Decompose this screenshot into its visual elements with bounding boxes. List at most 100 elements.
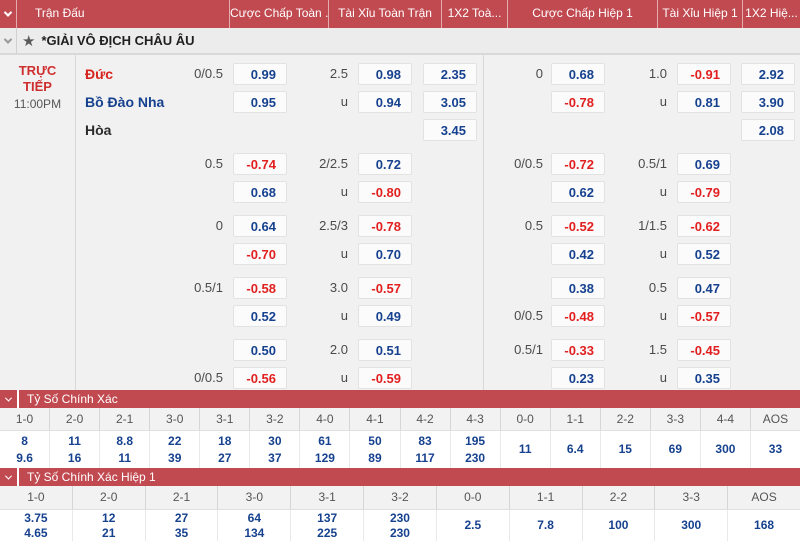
- odds-button-ft-handicap[interactable]: 0.68: [233, 181, 287, 203]
- league-row: ★ *GIẢI VÔ ĐỊCH CHÂU ÂU: [0, 28, 800, 55]
- odds-button-ft-over-under[interactable]: 0.51: [358, 339, 412, 361]
- odds-button-ft-1x2: [423, 277, 477, 299]
- handicap-line-ft: 0.5/1: [194, 280, 223, 295]
- score-odds-button[interactable]: 8 9.6: [0, 431, 51, 468]
- odds-button-h1-over-under[interactable]: 0.81: [677, 91, 731, 113]
- score-odds-button[interactable]: 22 39: [150, 431, 201, 468]
- odds-group: 0.50 2.0 0.51 0.5/1 -0.33 1.5 -0.45 0/0.5 -0.56 u…: [75, 338, 800, 390]
- odds-button-h1-1x2[interactable]: 3.90: [741, 91, 795, 113]
- odds-button-ft-over-under[interactable]: 0.94: [358, 91, 412, 113]
- odds-button-h1-over-under[interactable]: 0.47: [677, 277, 731, 299]
- score-odds-button[interactable]: 64 134: [218, 510, 292, 541]
- over-under-line-ft: u: [340, 370, 348, 385]
- score-odds-value: 137: [317, 510, 338, 525]
- odds-button-h1-handicap[interactable]: -0.78: [551, 91, 605, 113]
- odds-button-h1-handicap[interactable]: -0.33: [551, 339, 605, 361]
- score-odds-button[interactable]: 195 230: [451, 431, 501, 468]
- section-collapse-control[interactable]: [0, 390, 17, 408]
- score-odds-value: 15: [618, 442, 632, 456]
- odds-button-h1-handicap[interactable]: -0.72: [551, 153, 605, 175]
- score-odds-button[interactable]: 230 230: [364, 510, 437, 541]
- score-odds-button[interactable]: 33: [751, 431, 800, 468]
- score-odds-value: 35: [174, 525, 189, 540]
- score-odds-button[interactable]: 61 129: [300, 431, 351, 468]
- score-odds-button[interactable]: 3.75 4.65: [0, 510, 73, 541]
- score-odds-button[interactable]: 50 89: [350, 431, 401, 468]
- odds-button-h1-1x2: [741, 277, 795, 299]
- odds-button-ft-handicap[interactable]: 0.52: [233, 305, 287, 327]
- odds-button-h1-1x2[interactable]: 2.92: [741, 63, 795, 85]
- score-odds-button[interactable]: 83 117: [401, 431, 451, 468]
- score-odds-button[interactable]: 30 37: [250, 431, 301, 468]
- odds-button-h1-over-under[interactable]: 0.35: [677, 367, 731, 389]
- score-column-header: 1-1: [510, 486, 583, 509]
- score-odds-value: 6.4: [566, 442, 584, 456]
- odds-button-ft-handicap[interactable]: 0.99: [233, 63, 287, 85]
- odds-button-ft-handicap[interactable]: -0.74: [233, 153, 287, 175]
- score-column-header: 4-2: [401, 408, 451, 430]
- odds-button-ft-handicap[interactable]: 0.95: [233, 91, 287, 113]
- score-odds-button[interactable]: 27 35: [146, 510, 219, 541]
- odds-row: 0/0.5 -0.56 u -0.59 0.23 u 0.35: [75, 366, 800, 390]
- header-collapse-control[interactable]: [0, 0, 17, 28]
- score-odds-button[interactable]: 2.5: [437, 510, 510, 541]
- odds-button-h1-over-under[interactable]: -0.91: [677, 63, 731, 85]
- score-odds-button[interactable]: 8.8 11: [100, 431, 151, 468]
- odds-button-h1-over-under[interactable]: -0.45: [677, 339, 731, 361]
- odds-button-ft-over-under[interactable]: -0.80: [358, 181, 412, 203]
- odds-button-h1-over-under[interactable]: -0.62: [677, 215, 731, 237]
- odds-button-ft-over-under[interactable]: -0.57: [358, 277, 412, 299]
- handicap-line-h1: 0: [535, 66, 543, 81]
- score-odds-button[interactable]: 100: [583, 510, 656, 541]
- score-odds-button[interactable]: 11 16: [50, 431, 101, 468]
- odds-button-h1-over-under[interactable]: -0.57: [677, 305, 731, 327]
- section-collapse-control[interactable]: [0, 468, 17, 486]
- odds-button-h1-handicap[interactable]: 0.42: [551, 243, 605, 265]
- odds-button-ft-1x2: [423, 153, 477, 175]
- odds-button-ft-handicap: [233, 119, 287, 141]
- odds-button-ft-handicap[interactable]: -0.70: [233, 243, 287, 265]
- odds-button-ft-1x2[interactable]: 3.45: [423, 119, 477, 141]
- odds-button-h1-handicap[interactable]: 0.23: [551, 367, 605, 389]
- score-odds-button[interactable]: 12 21: [73, 510, 146, 541]
- odds-button-ft-over-under[interactable]: 0.70: [358, 243, 412, 265]
- odds-button-ft-1x2[interactable]: 3.05: [423, 91, 477, 113]
- score-odds-value: 7.8: [537, 518, 554, 532]
- score-odds-button[interactable]: 11: [501, 431, 551, 468]
- odds-button-h1-handicap[interactable]: 0.62: [551, 181, 605, 203]
- odds-button-h1-handicap[interactable]: -0.48: [551, 305, 605, 327]
- odds-button-ft-handicap[interactable]: -0.56: [233, 367, 287, 389]
- odds-button-ft-over-under[interactable]: 0.72: [358, 153, 412, 175]
- favorite-star-icon[interactable]: ★: [22, 32, 36, 50]
- odds-button-ft-handicap[interactable]: 0.64: [233, 215, 287, 237]
- league-collapse-control[interactable]: [0, 28, 17, 53]
- odds-button-h1-handicap[interactable]: -0.52: [551, 215, 605, 237]
- score-odds-button[interactable]: 7.8: [510, 510, 583, 541]
- score-odds-button[interactable]: 6.4: [551, 431, 601, 468]
- odds-button-h1-handicap[interactable]: 0.68: [551, 63, 605, 85]
- odds-button-ft-over-under[interactable]: -0.78: [358, 215, 412, 237]
- score-odds-button[interactable]: 137 225: [291, 510, 365, 541]
- odds-button-h1-over-under[interactable]: 0.52: [677, 243, 731, 265]
- odds-button-ft-over-under[interactable]: 0.98: [358, 63, 412, 85]
- score-header-row: 1-0 2-0 2-1 3-0 3-1 3-2 0-0 1-1 2-2 3-3 AOS: [0, 486, 800, 510]
- score-odds-button[interactable]: 15: [601, 431, 651, 468]
- section-title: Tỷ Số Chính Xác Hiệp 1: [19, 468, 800, 486]
- odds-button-ft-over-under[interactable]: -0.59: [358, 367, 412, 389]
- odds-button-h1-1x2[interactable]: 2.08: [741, 119, 795, 141]
- score-odds-button[interactable]: 168: [728, 510, 800, 541]
- score-odds-button[interactable]: 300: [701, 431, 751, 468]
- score-odds-value: 83: [418, 433, 432, 448]
- odds-button-ft-handicap[interactable]: 0.50: [233, 339, 287, 361]
- odds-button-ft-1x2[interactable]: 2.35: [423, 63, 477, 85]
- score-odds-button[interactable]: 69: [651, 431, 701, 468]
- score-odds-button[interactable]: 300: [655, 510, 729, 541]
- team-name: Đức: [85, 66, 114, 82]
- odds-button-h1-handicap[interactable]: 0.38: [551, 277, 605, 299]
- correct-score-h1-header: Tỷ Số Chính Xác Hiệp 1: [0, 468, 800, 486]
- odds-button-h1-over-under[interactable]: -0.79: [677, 181, 731, 203]
- odds-button-ft-over-under[interactable]: 0.49: [358, 305, 412, 327]
- odds-button-h1-over-under[interactable]: 0.69: [677, 153, 731, 175]
- score-odds-button[interactable]: 18 27: [200, 431, 251, 468]
- odds-button-ft-handicap[interactable]: -0.58: [233, 277, 287, 299]
